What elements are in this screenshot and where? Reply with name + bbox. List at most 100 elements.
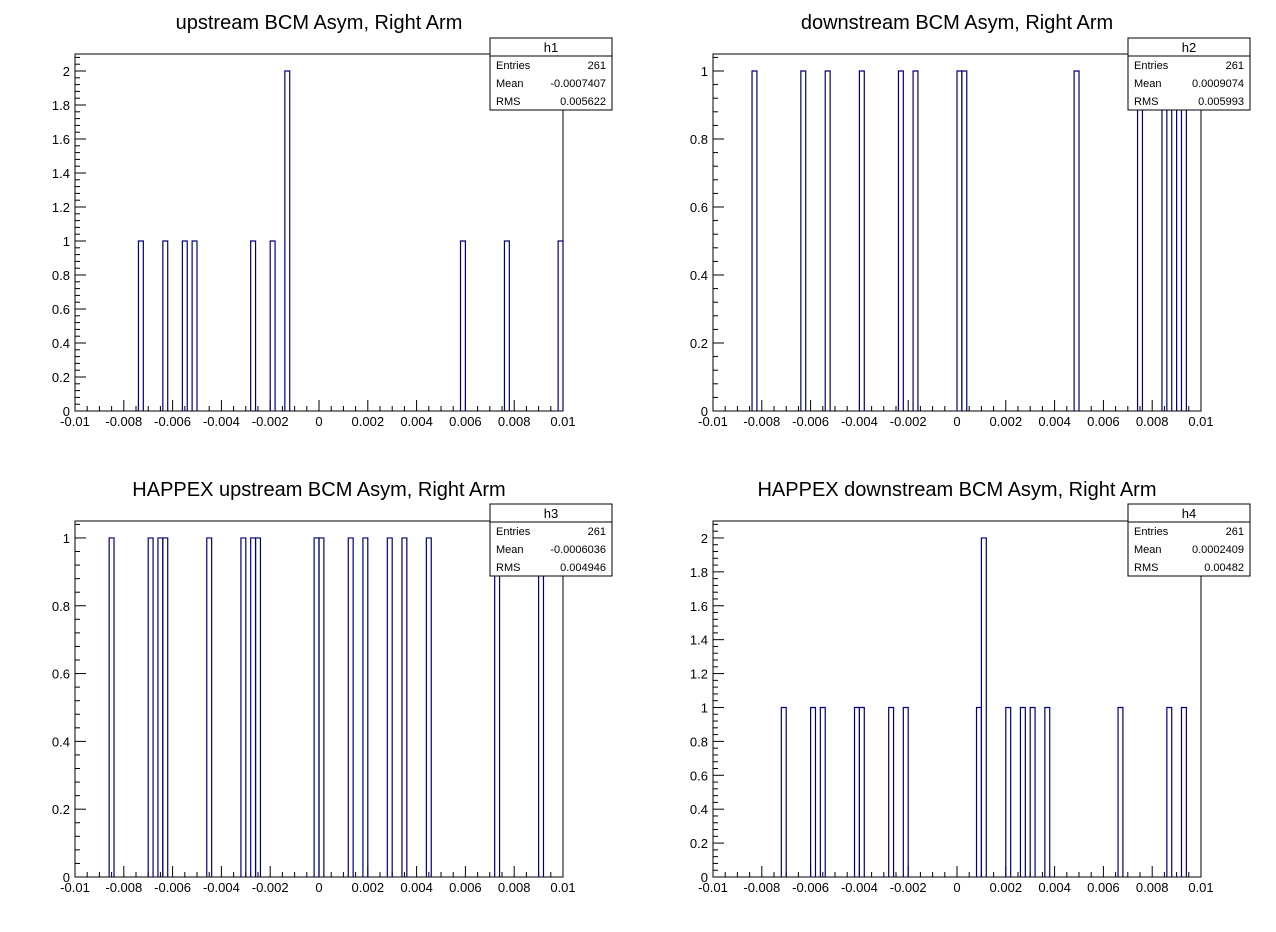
histogram-bin (1044, 706, 1051, 877)
x-tick-label: -0.01 (698, 880, 728, 895)
x-tick-label: -0.01 (60, 414, 90, 429)
stats-row-value: 0.005993 (1198, 96, 1244, 108)
y-tick-label: 1.8 (52, 98, 70, 113)
histogram-bin (386, 537, 393, 877)
y-tick-label: 0 (63, 404, 70, 419)
histogram-bin (538, 537, 545, 877)
histogram-bin (494, 537, 501, 877)
x-tick-label: -0.008 (743, 414, 780, 429)
x-tick-label: 0 (953, 414, 960, 429)
histogram-bin (1180, 70, 1187, 411)
stats-row-label: Mean (1134, 544, 1162, 556)
histogram-bin (810, 706, 817, 877)
y-tick-label: 1.2 (690, 667, 708, 682)
x-tick-label: 0.01 (1188, 414, 1213, 429)
histogram-bin (1019, 706, 1026, 877)
stats-row-label: RMS (1134, 562, 1158, 574)
histogram-bin (858, 70, 865, 411)
histogram-bin (347, 537, 354, 877)
x-tick-label: -0.008 (743, 880, 780, 895)
stats-row-label: Mean (1134, 78, 1162, 90)
x-tick-label: -0.006 (792, 414, 829, 429)
stats-row-value: 261 (1226, 60, 1244, 72)
stats-box-frame (489, 37, 613, 111)
stats-row-value: 261 (588, 60, 606, 72)
stats-box: h4 Entries 261 Mean 0.0002409 RMS 0.00482 (1127, 503, 1251, 577)
x-tick-label: -0.006 (154, 414, 191, 429)
histogram-panel-2: downstream BCM Asym, Right Arm -0.01 -0.00… (690, 12, 1251, 429)
stats-row-label: Mean (496, 78, 524, 90)
stats-box-name: h1 (544, 40, 558, 55)
x-tick-label: -0.008 (105, 880, 142, 895)
histogram-bin (162, 537, 169, 877)
x-tick-label: 0.004 (1038, 414, 1071, 429)
x-tick-label: 0 (315, 414, 322, 429)
stats-row-label: Entries (1134, 60, 1169, 72)
stats-row-value: 261 (588, 526, 606, 538)
stats-row-label: RMS (496, 96, 520, 108)
histogram-panel-3: HAPPEX upstream BCM Asym, Right Arm -0.01… (52, 479, 613, 895)
y-tick-label: 0 (701, 404, 708, 419)
stats-row-label: Entries (1134, 526, 1169, 538)
y-tick-label: 0.4 (690, 802, 708, 817)
histogram-bin (503, 240, 510, 411)
x-tick-label: -0.01 (698, 414, 728, 429)
histogram-bin (318, 537, 325, 877)
y-tick-label: 0.6 (690, 768, 708, 783)
x-tick-label: 0.01 (550, 880, 575, 895)
histogram-bin (108, 537, 115, 877)
y-tick-label: 0.8 (52, 268, 70, 283)
y-tick-label: 0.2 (690, 336, 708, 351)
histogram-bin (780, 706, 787, 877)
histogram-bin (956, 70, 963, 411)
histogram-bin (1136, 70, 1144, 411)
y-tick-label: 0.6 (52, 667, 70, 682)
x-tick-label: 0 (315, 880, 322, 895)
x-tick-label: 0.006 (449, 880, 482, 895)
histogram-bin (250, 240, 257, 411)
histogram-bin (751, 70, 758, 411)
y-tick-label: 1.2 (52, 200, 70, 215)
y-tick-label: 0.8 (690, 132, 708, 147)
histogram-bin (980, 537, 987, 877)
x-tick-label: 0.008 (1136, 880, 1169, 895)
stats-row-value: -0.0006036 (550, 544, 606, 556)
histogram-bin (313, 537, 320, 877)
histogram-bin (853, 706, 860, 877)
histogram-panel-1: upstream BCM Asym, Right Arm-0.01 -0.008-… (52, 12, 613, 429)
stats-box: h2 Entries 261 Mean 0.0009074 RMS 0.005993 (1127, 37, 1251, 111)
chart-title: HAPPEX upstream BCM Asym, Right Arm (132, 479, 505, 501)
y-tick-label: 1 (63, 234, 70, 249)
x-tick-label: 0 (953, 880, 960, 895)
x-tick-label: -0.002 (252, 414, 289, 429)
y-tick-label: 1.4 (52, 166, 70, 181)
stats-box-frame (489, 503, 613, 577)
x-tick-label: 0.01 (1188, 880, 1213, 895)
histogram-bin (459, 240, 466, 411)
histogram-bin (284, 70, 291, 411)
chart-title: downstream BCM Asym, Right Arm (801, 12, 1113, 34)
histogram-bin (1117, 706, 1124, 877)
x-tick-label: -0.004 (841, 880, 878, 895)
chart-title: upstream BCM Asym, Right Arm (176, 12, 463, 34)
x-tick-label: -0.006 (154, 880, 191, 895)
stats-box-frame (1127, 37, 1251, 111)
histogram-bin (1005, 706, 1012, 877)
x-tick-label: 0.004 (400, 880, 433, 895)
x-tick-label: 0.004 (1038, 880, 1071, 895)
histogram-bin (1171, 70, 1178, 411)
x-tick-label: -0.002 (890, 880, 927, 895)
stats-row-value: 0.0002409 (1192, 544, 1244, 556)
x-tick-label: 0.006 (1087, 414, 1120, 429)
stats-box: h1 Entries 261 Mean -0.0007407 RMS 0.005622 (489, 37, 613, 111)
histogram-bin (902, 706, 909, 877)
histogram-bin (961, 70, 968, 411)
stats-box-frame (1127, 503, 1251, 577)
stats-row-value: -0.0007407 (550, 78, 606, 90)
y-tick-label: 0.4 (52, 336, 70, 351)
stats-box: h3 Entries 261 Mean -0.0006036 RMS 0.004946 (489, 503, 613, 577)
x-tick-label: -0.002 (890, 414, 927, 429)
y-tick-label: 0.8 (52, 599, 70, 614)
y-tick-label: 1.6 (690, 599, 708, 614)
stats-box-name: h2 (1182, 40, 1196, 55)
